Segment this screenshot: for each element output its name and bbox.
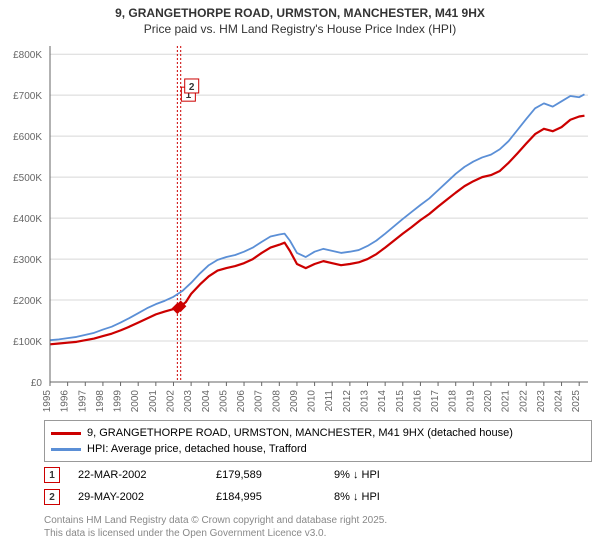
legend-box: 9, GRANGETHORPE ROAD, URMSTON, MANCHESTE… — [44, 420, 592, 462]
svg-text:2000: 2000 — [130, 390, 141, 413]
svg-text:2012: 2012 — [342, 390, 353, 413]
svg-text:1997: 1997 — [77, 390, 88, 413]
legend-item: HPI: Average price, detached house, Traf… — [51, 441, 585, 457]
svg-text:2011: 2011 — [324, 390, 335, 412]
sale-marker: 1 — [44, 467, 60, 483]
svg-text:2008: 2008 — [271, 390, 282, 413]
sale-price: £179,589 — [216, 469, 316, 481]
sale-delta: 9% ↓ HPI — [334, 469, 454, 481]
svg-text:£200K: £200K — [13, 296, 42, 307]
legend-label: 9, GRANGETHORPE ROAD, URMSTON, MANCHESTE… — [87, 427, 513, 439]
sale-row: 2 29-MAY-2002 £184,995 8% ↓ HPI — [44, 486, 592, 508]
svg-text:£800K: £800K — [13, 50, 42, 61]
svg-text:2010: 2010 — [307, 390, 318, 413]
legend-swatch — [51, 432, 81, 435]
svg-text:1998: 1998 — [95, 390, 106, 413]
svg-text:£500K: £500K — [13, 173, 42, 184]
svg-text:£600K: £600K — [13, 132, 42, 143]
svg-text:2007: 2007 — [254, 390, 265, 413]
svg-text:2014: 2014 — [377, 390, 388, 413]
sales-list: 1 22-MAR-2002 £179,589 9% ↓ HPI 2 29-MAY-2002… — [44, 464, 592, 508]
svg-text:2020: 2020 — [483, 390, 494, 413]
svg-text:2015: 2015 — [395, 390, 406, 413]
footer-credits: Contains HM Land Registry data © Crown c… — [44, 514, 387, 540]
sale-row: 1 22-MAR-2002 £179,589 9% ↓ HPI — [44, 464, 592, 486]
svg-text:2002: 2002 — [165, 390, 176, 413]
title-block: 9, GRANGETHORPE ROAD, URMSTON, MANCHESTE… — [0, 0, 600, 36]
svg-text:2001: 2001 — [148, 390, 159, 413]
svg-text:2: 2 — [189, 82, 195, 93]
svg-text:2023: 2023 — [536, 390, 547, 413]
footer-line-2: This data is licensed under the Open Gov… — [44, 527, 387, 540]
svg-text:2019: 2019 — [465, 390, 476, 413]
legend-label: HPI: Average price, detached house, Traf… — [87, 443, 307, 455]
sale-price: £184,995 — [216, 491, 316, 503]
svg-text:£400K: £400K — [13, 214, 42, 225]
svg-text:2003: 2003 — [183, 390, 194, 413]
sale-date: 22-MAR-2002 — [78, 469, 198, 481]
svg-text:£700K: £700K — [13, 91, 42, 102]
chart-area: £0£100K£200K£300K£400K£500K£600K£700K£80… — [44, 42, 594, 412]
svg-text:2006: 2006 — [236, 390, 247, 413]
title-line-2: Price paid vs. HM Land Registry's House … — [0, 22, 600, 36]
svg-text:2016: 2016 — [412, 390, 423, 413]
svg-text:2022: 2022 — [518, 390, 529, 413]
svg-text:1999: 1999 — [113, 390, 124, 413]
svg-text:2024: 2024 — [554, 390, 565, 413]
legend-swatch — [51, 448, 81, 451]
line-chart-svg: £0£100K£200K£300K£400K£500K£600K£700K£80… — [44, 42, 594, 412]
svg-text:2021: 2021 — [501, 390, 512, 413]
sale-delta: 8% ↓ HPI — [334, 491, 454, 503]
svg-text:£0: £0 — [31, 378, 43, 389]
svg-text:2017: 2017 — [430, 390, 441, 413]
title-line-1: 9, GRANGETHORPE ROAD, URMSTON, MANCHESTE… — [0, 6, 600, 20]
svg-text:1995: 1995 — [42, 390, 53, 413]
chart-container: 9, GRANGETHORPE ROAD, URMSTON, MANCHESTE… — [0, 0, 600, 560]
legend-item: 9, GRANGETHORPE ROAD, URMSTON, MANCHESTE… — [51, 425, 585, 441]
sale-date: 29-MAY-2002 — [78, 491, 198, 503]
svg-text:2013: 2013 — [360, 390, 371, 413]
svg-text:1996: 1996 — [60, 390, 71, 413]
svg-text:2018: 2018 — [448, 390, 459, 413]
svg-text:2025: 2025 — [571, 390, 582, 413]
svg-text:2005: 2005 — [218, 390, 229, 413]
svg-text:£100K: £100K — [13, 337, 42, 348]
svg-text:2009: 2009 — [289, 390, 300, 413]
svg-text:£300K: £300K — [13, 255, 42, 266]
footer-line-1: Contains HM Land Registry data © Crown c… — [44, 514, 387, 527]
sale-marker: 2 — [44, 489, 60, 505]
svg-text:2004: 2004 — [201, 390, 212, 413]
